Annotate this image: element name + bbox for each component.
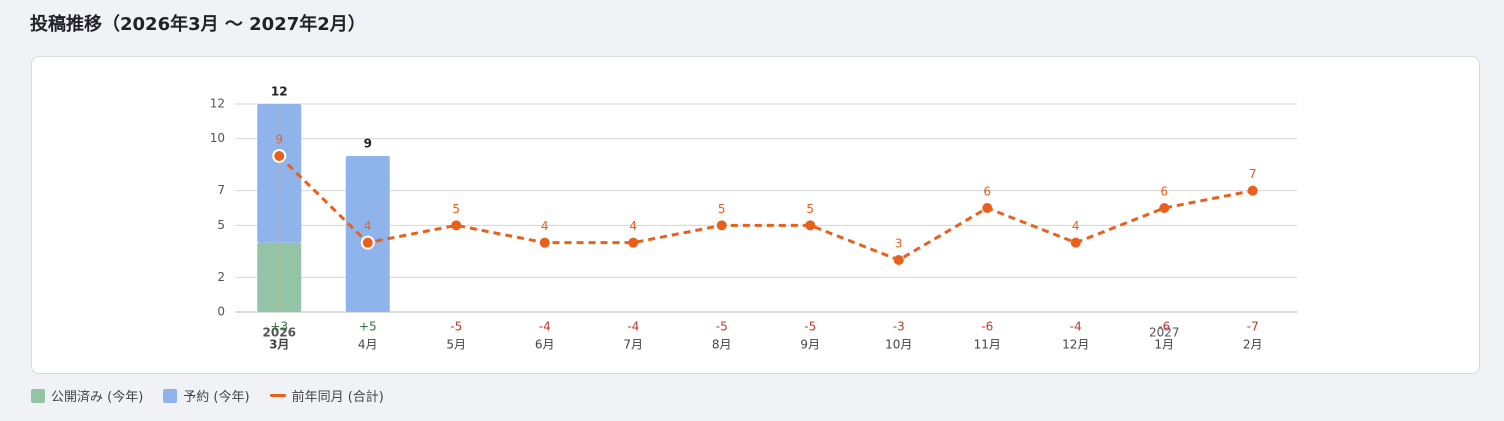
legend-label: 公開済み (今年) <box>51 390 144 405</box>
diff-label: -6 <box>981 320 993 334</box>
point-label: 6 <box>1160 185 1168 199</box>
bar <box>257 242 302 312</box>
legend-swatch <box>31 388 45 403</box>
point-label: 9 <box>275 133 283 147</box>
line <box>278 154 1254 262</box>
y-tick-label: 10 <box>210 131 225 145</box>
x-tick-label: 11月 <box>974 338 1001 352</box>
diff-label: -3 <box>893 320 905 334</box>
diff-label: -7 <box>1247 320 1259 334</box>
point-label: 3 <box>895 237 903 251</box>
x-tick-label: 8月 <box>712 338 732 352</box>
x-tick-label: 2月 <box>1243 338 1263 352</box>
legend-item[interactable]: 公開済み (今年) <box>31 386 143 405</box>
bar <box>345 156 390 312</box>
total-label: 9 <box>364 137 372 151</box>
point-label: 4 <box>629 219 637 233</box>
x-tick-label: 6月 <box>535 338 555 352</box>
point-label: 5 <box>806 202 814 216</box>
point-label: 4 <box>364 219 372 233</box>
year-label: 2027 <box>1149 326 1180 340</box>
point-label: 4 <box>1072 219 1080 233</box>
point <box>716 220 727 231</box>
legend-swatch <box>269 394 286 397</box>
diff-label: -4 <box>1070 320 1082 334</box>
legend-item[interactable]: 前年同月 (合計) <box>269 386 384 405</box>
y-tick-label: 5 <box>217 218 225 232</box>
legend-swatch <box>163 388 178 403</box>
point <box>451 220 462 231</box>
diff-label: -5 <box>716 320 728 334</box>
x-tick-label: 3月 <box>269 338 289 352</box>
diff-label: -4 <box>627 320 639 334</box>
point <box>1247 185 1258 196</box>
point <box>628 237 639 248</box>
diff-label: +3 <box>270 320 288 334</box>
diff-label: -5 <box>450 320 462 334</box>
diff-label: -4 <box>539 320 551 334</box>
legend-item[interactable]: 予約 (今年) <box>163 386 250 405</box>
point <box>805 220 816 231</box>
legend-label: 前年同月 (合計) <box>291 390 384 405</box>
x-tick-label: 9月 <box>800 338 820 352</box>
legend-label: 予約 (今年) <box>183 390 250 405</box>
point <box>1070 237 1081 248</box>
point <box>893 255 904 265</box>
x-tick-label: 4月 <box>358 338 378 352</box>
point <box>539 237 550 248</box>
chart-title: 投稿推移（2026年3月 〜 2027年2月） <box>30 14 366 35</box>
x-tick-label: 1月 <box>1154 338 1174 352</box>
x-tick-label: 12月 <box>1062 338 1089 352</box>
year-label: 2026 <box>263 326 296 340</box>
y-tick-label: 12 <box>210 97 225 111</box>
point-label: 4 <box>541 219 549 233</box>
x-tick-label: 5月 <box>446 338 466 352</box>
y-tick-label: 7 <box>217 183 225 197</box>
x-tick-label: 7月 <box>623 338 643 352</box>
point-label: 6 <box>983 185 991 199</box>
legend: 公開済み (今年) 予約 (今年) 前年同月 (合計) <box>31 386 384 405</box>
point <box>272 149 287 163</box>
x-tick-label: 10月 <box>885 338 912 352</box>
point-label: 5 <box>452 202 460 216</box>
diff-label: +5 <box>359 320 377 334</box>
point <box>360 235 375 250</box>
point-label: 7 <box>1249 167 1257 181</box>
point-label: 5 <box>718 202 726 216</box>
point <box>1159 203 1170 213</box>
diff-label: -6 <box>1158 320 1170 334</box>
bar <box>257 104 302 243</box>
diff-label: -5 <box>804 320 816 334</box>
point <box>982 203 993 213</box>
y-tick-label: 2 <box>217 270 225 284</box>
chart-card: 0 2 5 7 10 12 12 9 9 4 5 4 4 5 5 3 6 4 6 7 3月 2026 +3 4月 +5 5月 -5 6… <box>31 56 1480 374</box>
y-tick-label: 0 <box>217 305 225 319</box>
total-label: 12 <box>271 85 288 99</box>
